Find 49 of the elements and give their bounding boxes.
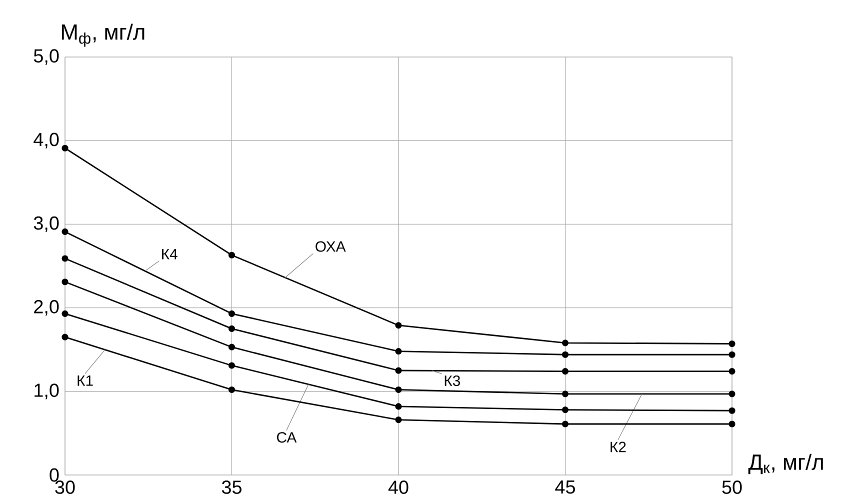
y-tick-label: 2,0 <box>34 300 59 316</box>
point <box>395 416 402 424</box>
point <box>228 252 236 258</box>
series-label: К3 <box>444 375 460 386</box>
point <box>728 420 736 428</box>
point <box>562 390 569 398</box>
point <box>62 144 68 152</box>
point <box>228 325 236 332</box>
x-tick-label: 45 <box>555 480 575 494</box>
point <box>62 310 68 317</box>
point <box>62 228 68 236</box>
y-tick-label: 1,0 <box>34 384 59 400</box>
x-tick-label: 40 <box>388 480 408 494</box>
point <box>395 386 402 394</box>
point <box>728 368 736 375</box>
point <box>395 322 402 329</box>
point <box>728 340 736 348</box>
point <box>728 407 736 414</box>
point <box>228 344 236 350</box>
x-tick-label: 50 <box>722 480 742 494</box>
point <box>562 351 569 358</box>
y-tick-label: 4,0 <box>34 132 59 148</box>
series-label: К4 <box>162 248 178 260</box>
x-tick-label: 35 <box>222 480 242 494</box>
y-tick-label: 3,0 <box>34 216 59 232</box>
point <box>228 386 236 394</box>
text: ОХА <box>316 241 346 252</box>
point <box>395 367 402 374</box>
point <box>562 340 569 346</box>
text: К2 <box>610 442 626 452</box>
series-label: К1 <box>78 376 93 386</box>
point <box>562 368 569 375</box>
point <box>562 420 569 428</box>
point <box>62 278 68 286</box>
point <box>728 390 736 398</box>
y-tick-label: 0 <box>50 468 59 482</box>
point <box>395 403 402 410</box>
x-tick-label: 30 <box>55 480 75 494</box>
text: СА <box>277 432 297 443</box>
point <box>62 255 68 262</box>
point <box>228 362 236 369</box>
point <box>728 351 736 358</box>
y-tick-label: 5,0 <box>34 49 59 65</box>
point <box>62 334 68 340</box>
y-axis-title: М$_{ф}$, мг/л <box>62 24 144 47</box>
point <box>562 406 569 414</box>
x-axis-title: Д$_{к}$, мг/л <box>748 454 823 474</box>
point <box>228 310 236 317</box>
point <box>395 348 402 355</box>
